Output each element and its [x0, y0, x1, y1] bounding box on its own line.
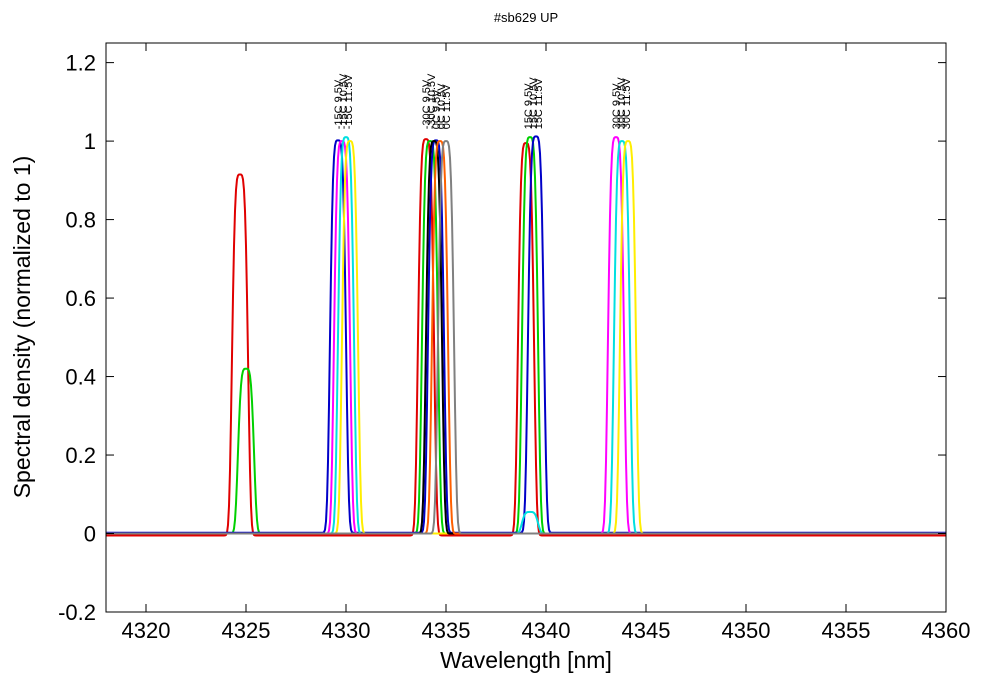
y-tick-label: -0.2 [58, 600, 96, 625]
y-tick-label: 0.8 [65, 208, 96, 233]
peak-annotation: -30C 10.5V [426, 73, 438, 129]
annotation-layer: -15C 9.5V-15C 10.5V-15C 11.5V -30C 9.5V-3… [333, 73, 633, 129]
peak-annotation: 30C 11.5V [621, 77, 633, 129]
peak-annotation: 30C 9.5V [611, 83, 623, 130]
peak-annotation: 0C 10.5V [436, 83, 448, 130]
y-tick-label: 0 [84, 522, 96, 547]
peak-annotation: -15C 11.5V [343, 74, 355, 129]
y-tick-label: 1.2 [65, 51, 96, 76]
x-tick-label: 4345 [622, 618, 671, 643]
y-tick-label: 0.6 [65, 286, 96, 311]
peak-annotation: 15C 11.5V [533, 77, 545, 129]
x-tick-label: 4340 [522, 618, 571, 643]
x-tick-label: 4350 [722, 618, 771, 643]
x-axis-title: Wavelength [nm] [440, 647, 612, 673]
peak-annotation: 15C 9.5V [523, 83, 535, 130]
y-tick-label: 1 [84, 129, 96, 154]
series-layer [106, 135, 946, 537]
y-tick-label: 0.2 [65, 443, 96, 468]
x-tick-label: 4330 [322, 618, 371, 643]
peak-annotation: -15C 10.5V [338, 73, 350, 129]
peak-annotation: 30C 10.5V [616, 77, 628, 130]
x-tick-label: 4360 [922, 618, 971, 643]
peak-annotation: 15C 10.5V [528, 77, 540, 130]
ticks-layer: 4320 4325 4330 4335 4340 4345 4350 4355 4360 -0.2… [58, 43, 970, 643]
peak-annotation: 0C 9.5V [431, 89, 443, 129]
series-line-8 [106, 140, 946, 535]
x-tick-label: 4335 [422, 618, 471, 643]
peak-annotation: -30C 9.5V [421, 79, 433, 129]
peak-annotation: -15C 9.5V [333, 79, 345, 129]
y-axis-title: Spectral density (normalized to 1) [9, 156, 35, 499]
y-tick-label: 0.4 [65, 365, 96, 390]
chart-title: #sb629 UP [494, 10, 558, 25]
plot-frame [105, 42, 947, 613]
peak-annotation: 0C 11.5V [441, 84, 453, 130]
x-tick-label: 4355 [822, 618, 871, 643]
x-tick-label: 4320 [122, 618, 171, 643]
x-tick-label: 4325 [222, 618, 271, 643]
